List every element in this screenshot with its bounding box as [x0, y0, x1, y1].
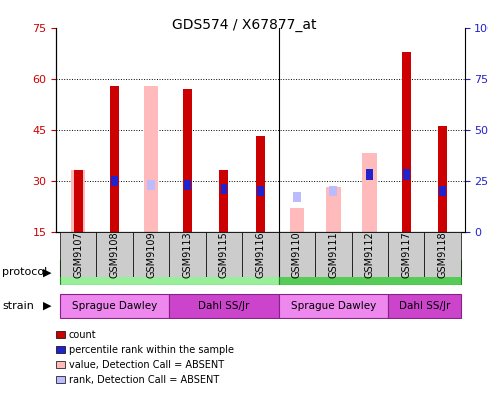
Bar	[205, 232, 242, 277]
Bar	[184, 180, 190, 190]
Text: 8.0 percent NaCl diet: 8.0 percent NaCl diet	[314, 267, 425, 277]
Text: Sprague Dawley: Sprague Dawley	[72, 301, 157, 311]
Text: strain: strain	[2, 301, 34, 311]
Bar	[73, 170, 82, 232]
Text: GSM9116: GSM9116	[255, 231, 265, 278]
Text: protocol: protocol	[2, 267, 48, 277]
Bar	[111, 175, 118, 186]
Bar	[60, 260, 278, 285]
Text: GSM9117: GSM9117	[400, 231, 410, 278]
Bar	[402, 169, 408, 180]
Text: GDS574 / X67877_at: GDS574 / X67877_at	[172, 18, 316, 32]
Text: 0.3 percent NaCl diet: 0.3 percent NaCl diet	[114, 267, 224, 277]
Text: percentile rank within the sample: percentile rank within the sample	[69, 345, 233, 355]
Bar	[71, 170, 85, 232]
Text: value, Detection Call = ABSENT: value, Detection Call = ABSENT	[69, 360, 224, 370]
Bar	[220, 184, 227, 194]
Text: GSM9109: GSM9109	[146, 231, 156, 278]
Text: Dahl SS/Jr: Dahl SS/Jr	[198, 301, 249, 311]
Text: GSM9115: GSM9115	[219, 231, 228, 278]
Bar	[96, 232, 133, 277]
Text: GSM9111: GSM9111	[327, 231, 338, 278]
Bar	[325, 187, 340, 232]
Bar	[257, 186, 263, 196]
Bar	[351, 232, 387, 277]
Bar	[362, 154, 376, 232]
Bar	[439, 186, 445, 196]
Bar	[183, 89, 192, 232]
Bar	[424, 232, 460, 277]
Text: GSM9107: GSM9107	[73, 231, 83, 278]
Text: ▶: ▶	[43, 267, 51, 277]
Bar	[60, 293, 169, 318]
Bar	[110, 86, 119, 232]
Bar	[60, 232, 96, 277]
Bar	[387, 232, 424, 277]
Text: GSM9110: GSM9110	[291, 231, 301, 278]
Bar	[387, 293, 460, 318]
Text: rank, Detection Call = ABSENT: rank, Detection Call = ABSENT	[69, 375, 219, 385]
Bar	[278, 260, 460, 285]
Bar	[437, 126, 447, 232]
Text: GSM9113: GSM9113	[182, 231, 192, 278]
Bar	[147, 180, 155, 190]
Bar	[329, 186, 337, 196]
Bar	[289, 208, 304, 232]
Bar	[219, 170, 228, 232]
Bar	[74, 186, 82, 196]
Bar	[401, 51, 410, 232]
Text: GSM9112: GSM9112	[364, 231, 374, 278]
Bar	[169, 293, 278, 318]
Bar	[314, 232, 351, 277]
Bar	[242, 232, 278, 277]
Bar	[133, 232, 169, 277]
Text: count: count	[69, 329, 96, 340]
Text: Dahl SS/Jr: Dahl SS/Jr	[398, 301, 449, 311]
Bar	[366, 169, 372, 180]
Bar	[278, 232, 314, 277]
Bar	[143, 86, 158, 232]
Text: GSM9118: GSM9118	[437, 231, 447, 278]
Bar	[169, 232, 205, 277]
Text: GSM9108: GSM9108	[109, 231, 120, 278]
Bar	[255, 137, 264, 232]
Bar	[278, 293, 387, 318]
Text: ▶: ▶	[43, 301, 51, 311]
Text: Sprague Dawley: Sprague Dawley	[290, 301, 375, 311]
Bar	[292, 192, 300, 202]
